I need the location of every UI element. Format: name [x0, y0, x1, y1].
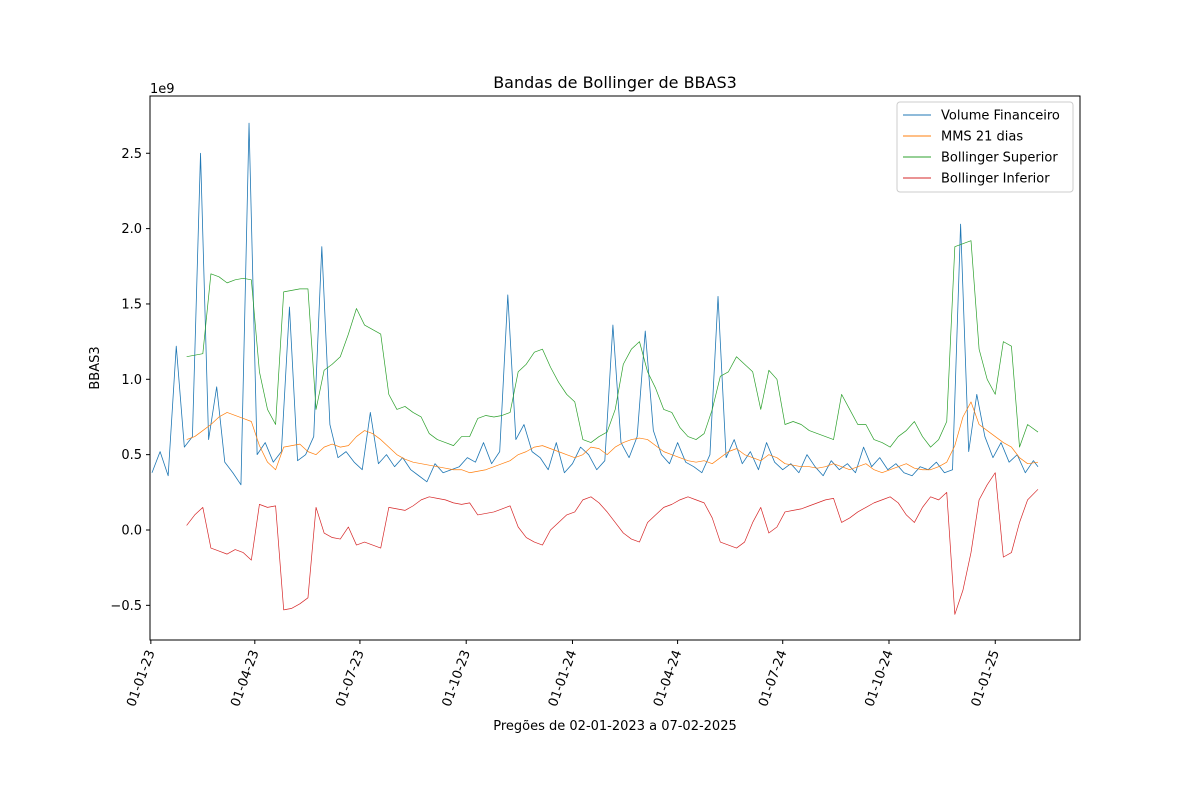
y-tick-label: 2.0 [121, 222, 142, 237]
legend-label: Bollinger Superior [941, 151, 1058, 166]
y-offset-label: 1e9 [150, 82, 175, 97]
series-line-1 [151, 122, 1039, 486]
series-line-4 [186, 472, 1039, 615]
y-tick-label: 1.5 [121, 297, 142, 312]
legend-label: MMS 21 dias [941, 130, 1023, 145]
legend-label: Volume Financeiro [941, 109, 1060, 124]
y-tick-label: 2.5 [121, 147, 142, 162]
chart-title: Bandas de Bollinger de BBAS3 [493, 73, 737, 92]
y-tick-label: 0.5 [121, 448, 142, 463]
y-axis-title: BBAS3 [88, 346, 103, 389]
y-tick-label: −0.5 [110, 599, 142, 614]
plot-frame [149, 95, 1081, 641]
y-tick-label: 0.0 [121, 523, 142, 538]
legend-label: Bollinger Inferior [941, 172, 1050, 187]
y-tick-label: 1.0 [121, 373, 142, 388]
x-axis-title: Pregões de 02-01-2023 a 07-02-2025 [493, 719, 737, 734]
legend-box [896, 101, 1074, 193]
legend: Volume Financeiro MMS 21 dias Bollinger Su… [896, 101, 1074, 193]
series-line-3 [186, 240, 1039, 448]
series-line-2 [186, 401, 1039, 474]
